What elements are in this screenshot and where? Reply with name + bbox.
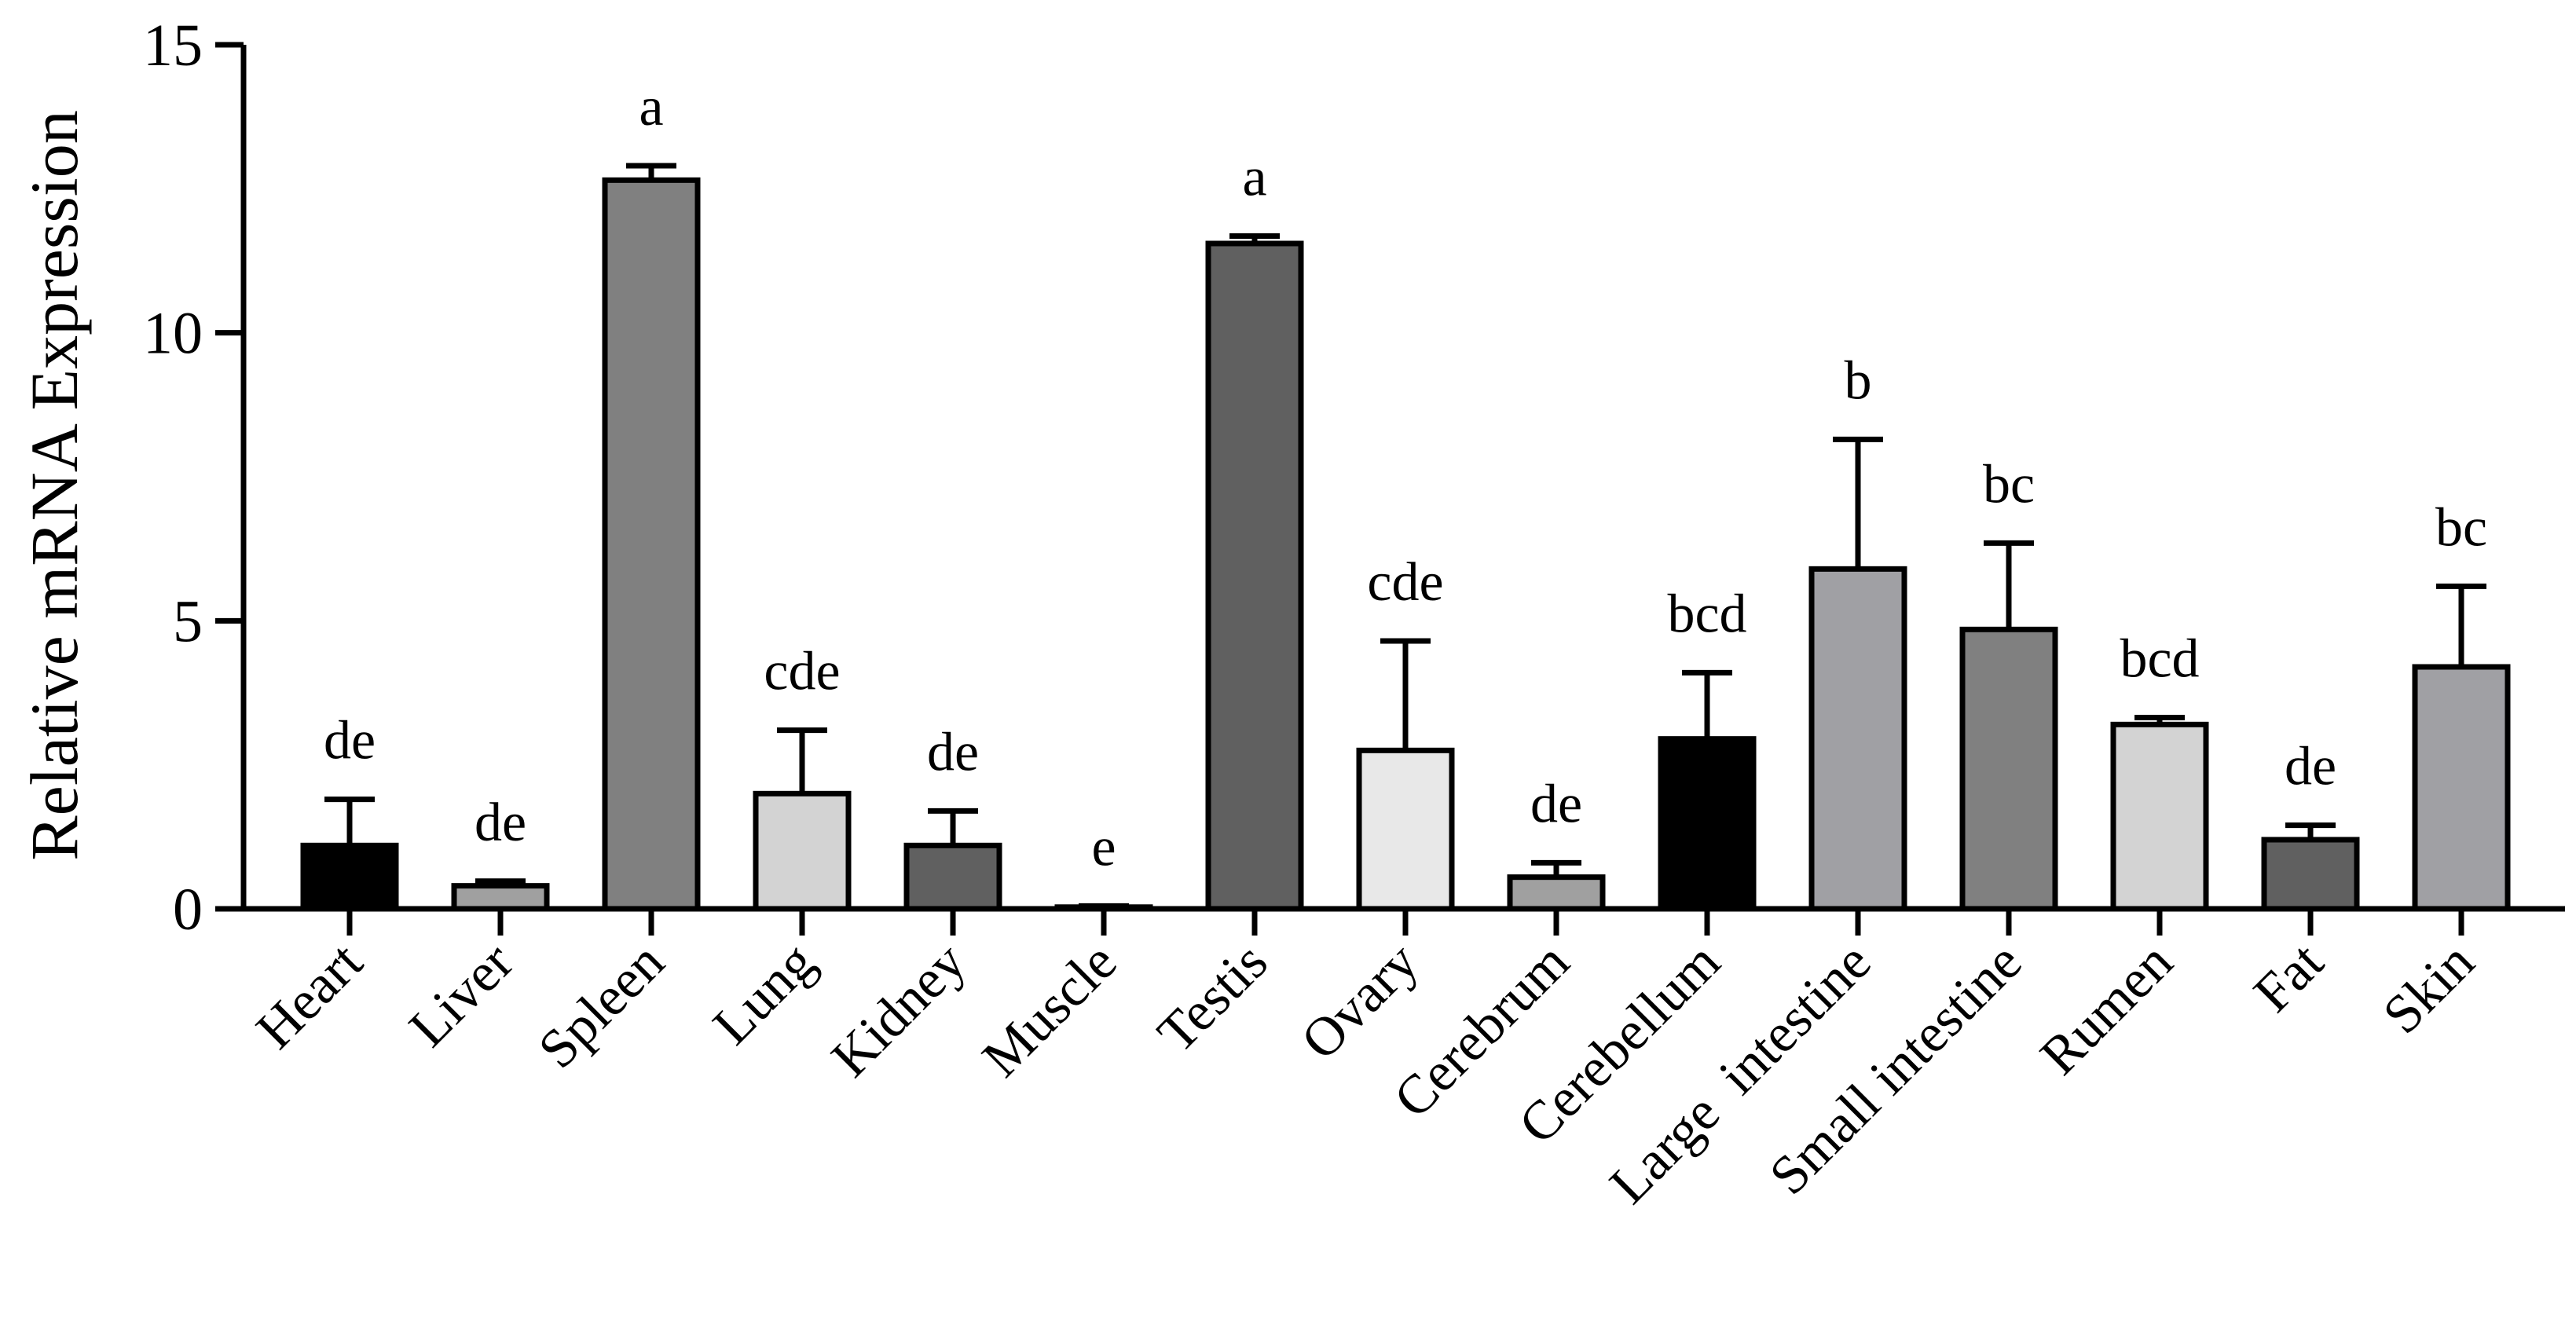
significance-label: b [1845,350,1872,411]
category-label: Ovary [1290,932,1430,1071]
bars: de de a cde de e a cde de bcd b bc bcd de bc [300,77,2511,912]
bar [451,883,550,912]
bar [1356,747,1455,912]
category-label: Liver [398,932,526,1059]
bar [2110,721,2209,912]
significance-label: bc [2435,497,2487,558]
y-tick-label: 5 [173,588,203,654]
bar [2412,664,2511,912]
category-label: Skin [2372,932,2486,1046]
bar [1507,874,1606,912]
bar [753,790,852,912]
category-label: Rumen [2029,932,2184,1086]
bar [300,842,399,912]
bar [1054,904,1153,912]
significance-label: bcd [1667,584,1746,644]
bar [903,842,1002,912]
significance-label: bcd [2120,629,2199,690]
significance-label: de [927,722,979,782]
bar [2261,837,2360,912]
category-label: Lung [702,932,826,1057]
y-tick-label: 0 [173,877,203,943]
bar [1205,240,1304,912]
significance-label: bc [1983,454,2035,515]
significance-label: cde [764,642,840,702]
bar [1959,626,2058,912]
category-label: Muscle [971,932,1128,1089]
category-label: Kidney [820,932,977,1089]
significance-label: a [1242,147,1266,207]
y-tick-label: 10 [143,301,203,367]
category-label: Fat [2243,931,2336,1024]
significance-label: de [1530,774,1582,834]
y-axis-title: Relative mRNA Expression [16,110,92,860]
significance-label: de [324,711,376,771]
category-label: Spleen [527,932,676,1080]
significance-label: de [2285,737,2336,797]
significance-label: cde [1367,552,1443,613]
category-label: Heart [245,931,375,1060]
bar [1658,736,1757,912]
significance-label: e [1091,817,1116,877]
bar [602,177,701,912]
category-label: Large intestine [1599,932,1882,1215]
significance-label: a [639,77,663,137]
category-label: Testis [1146,932,1279,1064]
bar [1808,566,1907,912]
y-tick-label: 15 [143,13,203,79]
significance-label: de [475,793,526,853]
